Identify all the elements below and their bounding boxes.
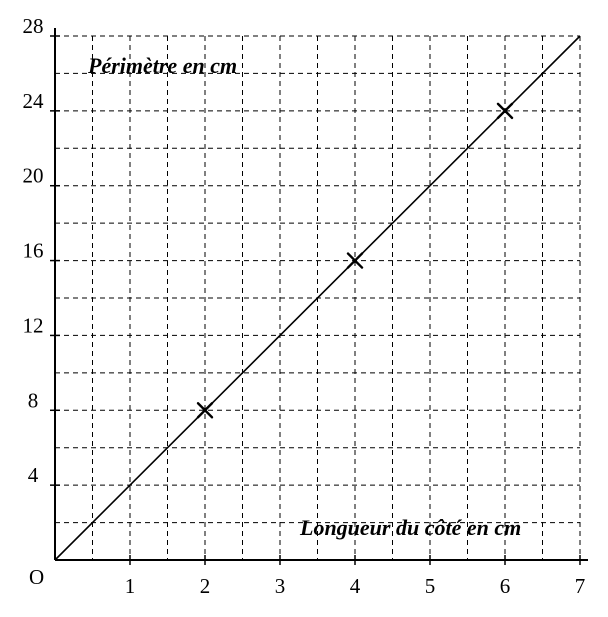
origin-label: O: [29, 565, 44, 589]
x-axis-title: Longueur du côté en cm: [299, 515, 521, 540]
marked-point: [496, 102, 514, 120]
y-tick-label: 28: [23, 14, 44, 38]
y-tick-label: 12: [23, 313, 44, 337]
cross-stroke: [346, 252, 364, 269]
x-tick-label: 1: [125, 574, 136, 598]
cross-stroke: [196, 402, 214, 419]
x-tick-label: 5: [425, 574, 436, 598]
labels: Périmètre en cm Longueur du côté en cm O…: [23, 14, 586, 598]
y-tick-label: 20: [23, 164, 44, 188]
x-tick-label: 4: [350, 574, 361, 598]
x-tick-label: 2: [200, 574, 211, 598]
y-tick-label: 8: [28, 388, 39, 412]
series-line: [54, 35, 581, 561]
marked-points: [196, 102, 514, 419]
axes: [50, 28, 588, 565]
cross-stroke: [496, 102, 514, 120]
series-layer: [54, 35, 581, 561]
marked-point: [346, 252, 364, 269]
y-tick-label: 16: [23, 239, 44, 263]
x-tick-label: 3: [275, 574, 286, 598]
marked-point: [196, 402, 214, 419]
y-tick-label: 4: [28, 463, 39, 487]
grid: [55, 35, 581, 560]
y-axis-title: Périmètre en cm: [87, 53, 237, 78]
y-tick-label: 24: [23, 89, 45, 113]
x-tick-label: 6: [500, 574, 511, 598]
x-tick-label: 7: [575, 574, 586, 598]
